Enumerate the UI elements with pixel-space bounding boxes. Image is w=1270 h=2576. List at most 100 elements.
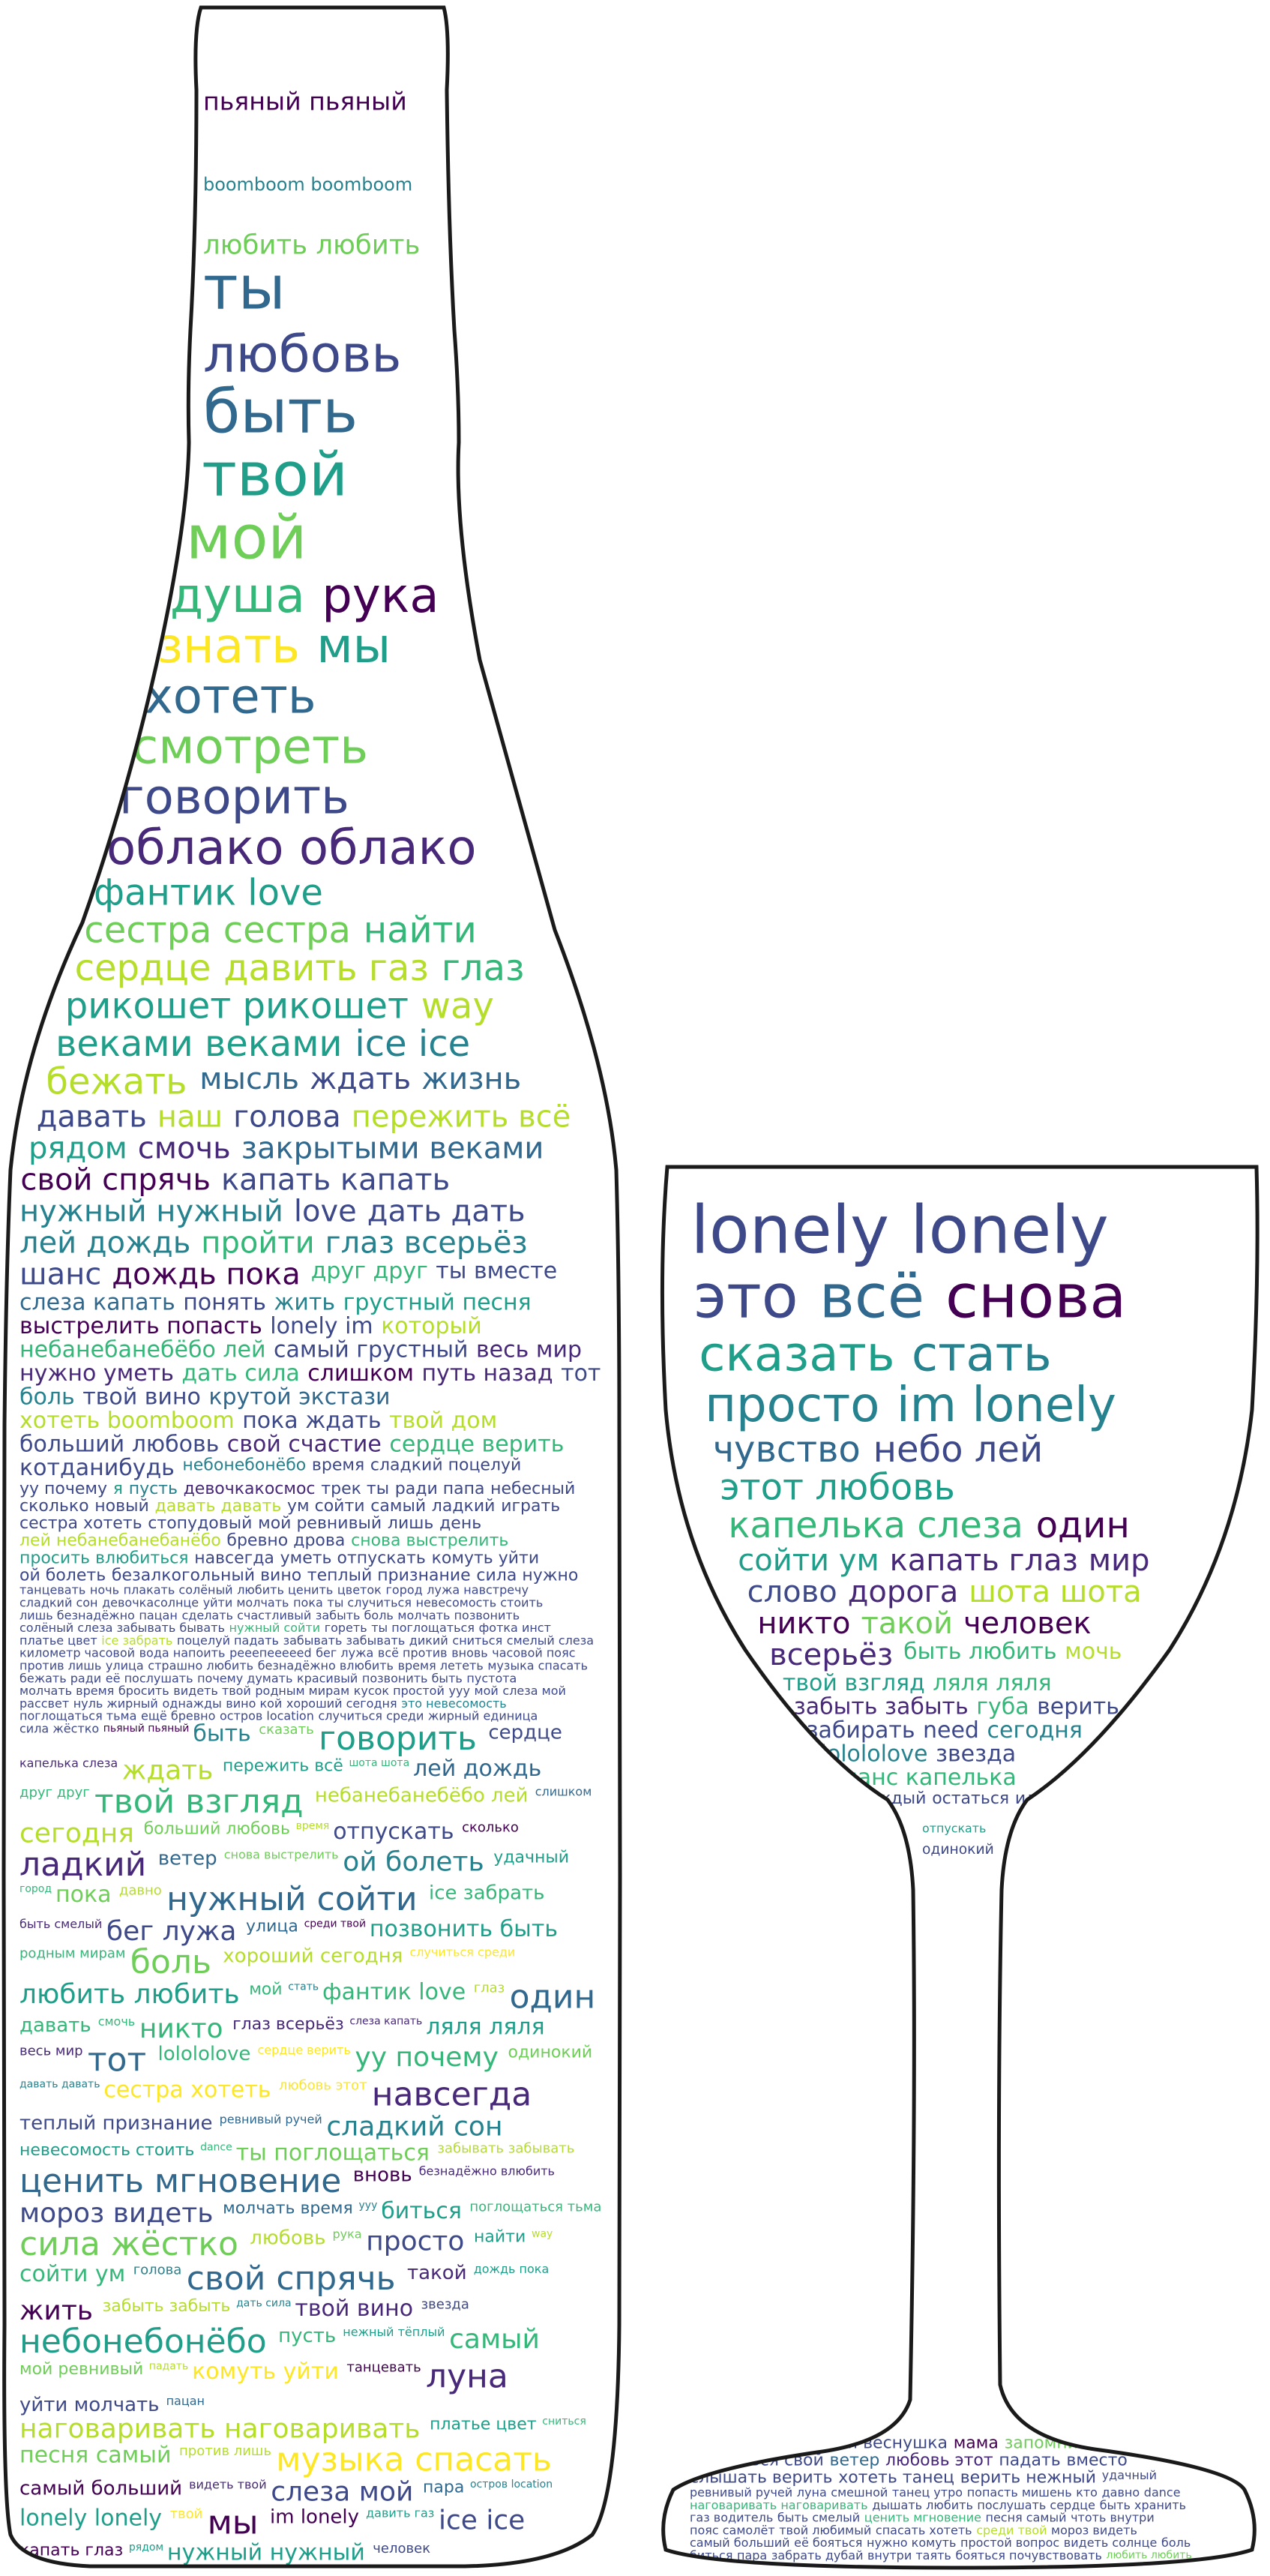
word-cloud-word: мороз видеть — [1051, 2523, 1137, 2537]
word-cloud-word: небанебанебёбо лей — [19, 1336, 265, 1363]
word-cloud-word: уметь отпускать — [280, 1549, 426, 1567]
word-cloud-word: кто — [1076, 2485, 1098, 2500]
word-cloud-word: нужно комуть — [867, 2536, 956, 2550]
word-cloud-word: сердце — [488, 1722, 562, 1744]
word-cloud-word: ice ice — [439, 2505, 525, 2536]
word-cloud-word: день — [439, 1514, 481, 1533]
word-cloud-word: твой — [170, 2506, 203, 2522]
word-cloud-word: дождь пока — [474, 2262, 550, 2276]
word-cloud-word: мой — [186, 503, 307, 573]
word-cloud-word: стать — [912, 1327, 1052, 1383]
word-cloud-word: внутри таять — [867, 2548, 951, 2563]
word-cloud-word: одинокий — [508, 2044, 593, 2062]
word-cloud-word: забирать — [807, 1717, 915, 1744]
word-cloud-word: бег лужа — [316, 1646, 373, 1660]
word-cloud-word: верить нежный — [960, 2469, 1096, 2488]
word-cloud-word: трек ты — [321, 1480, 389, 1498]
word-cloud-word: никто — [757, 1606, 850, 1641]
word-cloud-word: забывать забывать — [283, 1633, 406, 1648]
word-cloud-word: сниться — [452, 1633, 502, 1648]
word-cloud-word: сестра хотеть — [103, 2077, 271, 2103]
word-cloud-word: красивый — [297, 1671, 358, 1685]
word-cloud-word: человек — [373, 2541, 430, 2557]
word-cloud-word: сила жёстко — [19, 2225, 238, 2263]
word-cloud-word: пережить всё — [352, 1099, 571, 1134]
word-cloud-word: твой любимый — [779, 2523, 871, 2537]
word-cloud-word: цветок — [337, 1583, 382, 1597]
word-cloud-word: безнадёжно влюбить — [419, 2164, 555, 2179]
word-cloud-word: я — [113, 1480, 123, 1498]
word-cloud-word: дикий — [409, 1633, 448, 1648]
word-cloud-word: закрытыми веками — [241, 1131, 544, 1165]
word-cloud-word: уу почему — [19, 1480, 107, 1498]
word-cloud-word: дорога — [848, 1575, 959, 1609]
word-cloud-word: давно — [1102, 2485, 1140, 2500]
word-cloud-word: ice забрать — [429, 1882, 544, 1905]
word-cloud-word: забыть забыть — [103, 2297, 231, 2316]
word-cloud-word: давить газ — [223, 947, 429, 989]
word-cloud-word: платье цвет — [19, 1633, 97, 1648]
word-cloud-word: фантик love — [322, 1979, 466, 2005]
word-cloud-word: капелька слеза — [19, 1756, 118, 1771]
word-cloud-word: слеза мой — [502, 1684, 566, 1698]
word-cloud-word: небесный — [490, 1480, 575, 1498]
word-cloud-word: ветер — [830, 2452, 880, 2470]
word-cloud-word: уyу — [359, 2200, 378, 2212]
word-cloud-word: шанс — [19, 1257, 101, 1291]
word-cloud-word: пьяный пьяный — [203, 87, 407, 116]
word-cloud-word: ты — [203, 253, 286, 322]
word-cloud-word: любовь — [203, 325, 401, 385]
word-cloud-word: молчать позвонить — [397, 1608, 520, 1622]
word-cloud-word: вино кой — [226, 1696, 282, 1711]
word-cloud-word: говорить — [119, 770, 349, 826]
word-cloud-word: way — [421, 985, 494, 1027]
word-cloud-word: весь мир — [19, 2044, 83, 2059]
word-cloud-word: самый грустный — [274, 1336, 469, 1363]
word-cloud-word: больший любовь — [19, 1431, 219, 1457]
word-cloud-word: родным мирам — [19, 1945, 125, 1961]
word-cloud-word: чтоть внутри — [1071, 2511, 1155, 2525]
word-cloud-word: ум сойти — [287, 1497, 365, 1516]
word-cloud-word: грустный песня — [343, 1289, 532, 1315]
word-cloud-word: слишком — [307, 1360, 414, 1387]
word-cloud-word: слеза капать — [349, 2016, 422, 2028]
word-cloud-word: сердце верить — [258, 2043, 351, 2057]
word-cloud-word: время — [312, 1456, 364, 1474]
word-cloud-word: наш — [157, 1099, 223, 1134]
word-cloud-word: мы — [316, 619, 391, 674]
word-cloud-word: лужа навстречу — [427, 1583, 529, 1597]
word-cloud-word: тот — [88, 2041, 146, 2079]
word-cloud-word: навсегда — [194, 1549, 274, 1567]
word-cloud-word: забыть забыть — [794, 1694, 969, 1720]
word-cloud-word: свой счастие — [227, 1431, 382, 1457]
word-cloud-word: сердце верить — [389, 1431, 564, 1457]
word-cloud-word: уйти молчать — [203, 1596, 289, 1610]
word-cloud-word: танцевать — [19, 1583, 85, 1597]
word-cloud-word: капать капать — [221, 1162, 450, 1197]
word-cloud-word: хотеть — [145, 669, 316, 724]
word-cloud-word: быть любить — [903, 1639, 1056, 1665]
word-cloud-word: давать давать — [19, 2079, 100, 2091]
word-cloud-word: остров location — [470, 2479, 553, 2491]
word-cloud-word: всё — [819, 1261, 924, 1331]
word-cloud-word: вновь — [353, 2164, 412, 2187]
word-cloud-word: небо лей — [873, 1429, 1044, 1471]
word-cloud-word: наговаривать наговаривать — [690, 2498, 868, 2512]
word-cloud-word: газ водитель — [690, 2511, 773, 2525]
word-cloud-word: отпускать — [333, 1819, 454, 1845]
word-cloud-word: пацан — [166, 2394, 205, 2408]
word-cloud-word: её послушать — [106, 1671, 193, 1685]
word-cloud-word: фантик love — [94, 871, 323, 913]
word-cloud-word: кусок простой — [354, 1684, 445, 1698]
word-cloud-word: ты поглощаться — [371, 1621, 475, 1635]
word-cloud-word: боль — [19, 1384, 75, 1410]
word-cloud-word: мой ревнивый — [258, 1514, 382, 1533]
word-cloud-word: смешной — [831, 2485, 888, 2500]
word-cloud-word: звезда — [421, 2297, 469, 2313]
word-cloud-word: самый — [370, 1497, 426, 1516]
word-cloud-word: ценить мгновение — [864, 2511, 981, 2525]
word-cloud-word: теплый признание — [307, 1566, 471, 1585]
word-cloud-word: знать — [157, 619, 300, 674]
